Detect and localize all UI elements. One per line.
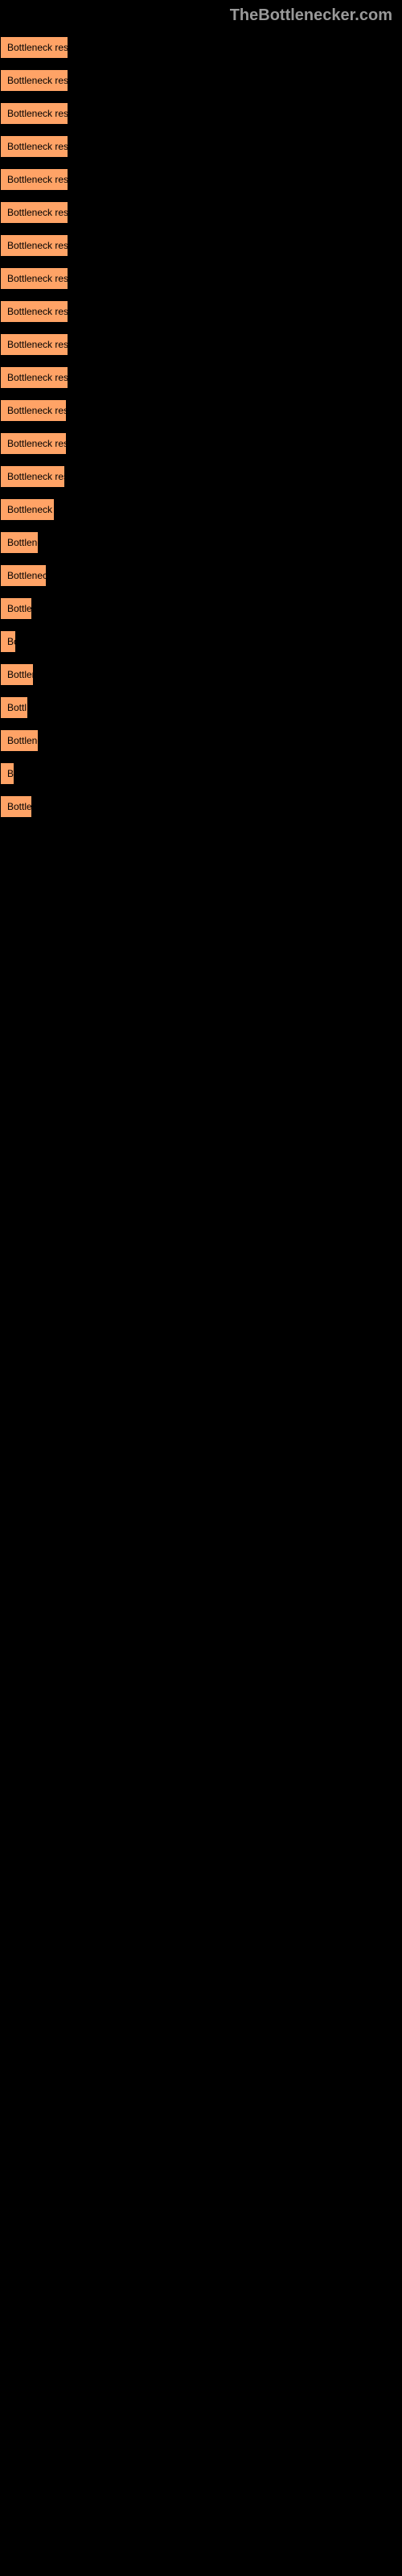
bar-row: Bottleneck re — [0, 497, 402, 526]
result-bar[interactable]: Bottleneck result — [0, 333, 68, 356]
result-bar[interactable]: Bottleneck — [0, 564, 47, 587]
bar-row: Bottleneck result — [0, 134, 402, 163]
result-bar[interactable]: Bottleneck result — [0, 201, 68, 224]
bar-row: Bottleneck result — [0, 200, 402, 229]
result-bar[interactable]: Bottlen — [0, 663, 34, 686]
result-bar[interactable]: B — [0, 762, 14, 785]
bar-row: Bottleneck result — [0, 68, 402, 97]
bar-row: Bottl — [0, 695, 402, 724]
result-bar[interactable]: Bottleneck result — [0, 168, 68, 191]
bar-row: Bottlene — [0, 530, 402, 559]
bar-row: Bottle — [0, 596, 402, 625]
bar-row: Bottleneck result — [0, 101, 402, 130]
result-bar[interactable]: Bottleneck result — [0, 102, 68, 125]
bar-row: Bottleneck result — [0, 266, 402, 295]
result-bar[interactable]: Bottleneck result — [0, 69, 68, 92]
bar-row: Bottleneck result — [0, 431, 402, 460]
site-title: TheBottlenecker.com — [230, 6, 392, 24]
result-bar[interactable]: Bottleneck result — [0, 36, 68, 59]
bar-row: Bottleneck result — [0, 365, 402, 394]
bar-row: Bottlene — [0, 728, 402, 758]
bar-row: Bottleneck — [0, 563, 402, 592]
bottleneck-chart: Bottleneck result Bottleneck result Bott… — [0, 35, 402, 824]
result-bar[interactable]: Bottleneck result — [0, 300, 68, 323]
result-bar[interactable]: Bottle — [0, 795, 32, 818]
bar-row: Bottleneck result — [0, 167, 402, 196]
result-bar[interactable]: Bottl — [0, 696, 28, 719]
result-bar[interactable]: Bottlene — [0, 531, 39, 554]
bar-row: Bottleneck result — [0, 299, 402, 328]
result-bar[interactable]: Bottleneck result — [0, 366, 68, 389]
bar-row: Bottleneck result — [0, 332, 402, 361]
bar-row: Bottleneck result — [0, 233, 402, 262]
result-bar[interactable]: Bottleneck result — [0, 267, 68, 290]
result-bar[interactable]: Bo — [0, 630, 16, 653]
result-bar[interactable]: Bottleneck result — [0, 465, 65, 488]
bar-row: Bo — [0, 629, 402, 658]
bar-row: Bottleneck result — [0, 464, 402, 493]
result-bar[interactable]: Bottleneck result — [0, 234, 68, 257]
result-bar[interactable]: Bottleneck re — [0, 498, 55, 521]
result-bar[interactable]: Bottleneck result — [0, 399, 67, 422]
result-bar[interactable]: Bottle — [0, 597, 32, 620]
bar-row: Bottle — [0, 794, 402, 824]
page-header: TheBottlenecker.com — [0, 0, 402, 31]
result-bar[interactable]: Bottleneck result — [0, 135, 68, 158]
result-bar[interactable]: Bottleneck result — [0, 432, 67, 455]
bar-row: Bottleneck result — [0, 35, 402, 64]
result-bar[interactable]: Bottlene — [0, 729, 39, 752]
bar-row: B — [0, 761, 402, 791]
bar-row: Bottlen — [0, 662, 402, 691]
bar-row: Bottleneck result — [0, 398, 402, 427]
